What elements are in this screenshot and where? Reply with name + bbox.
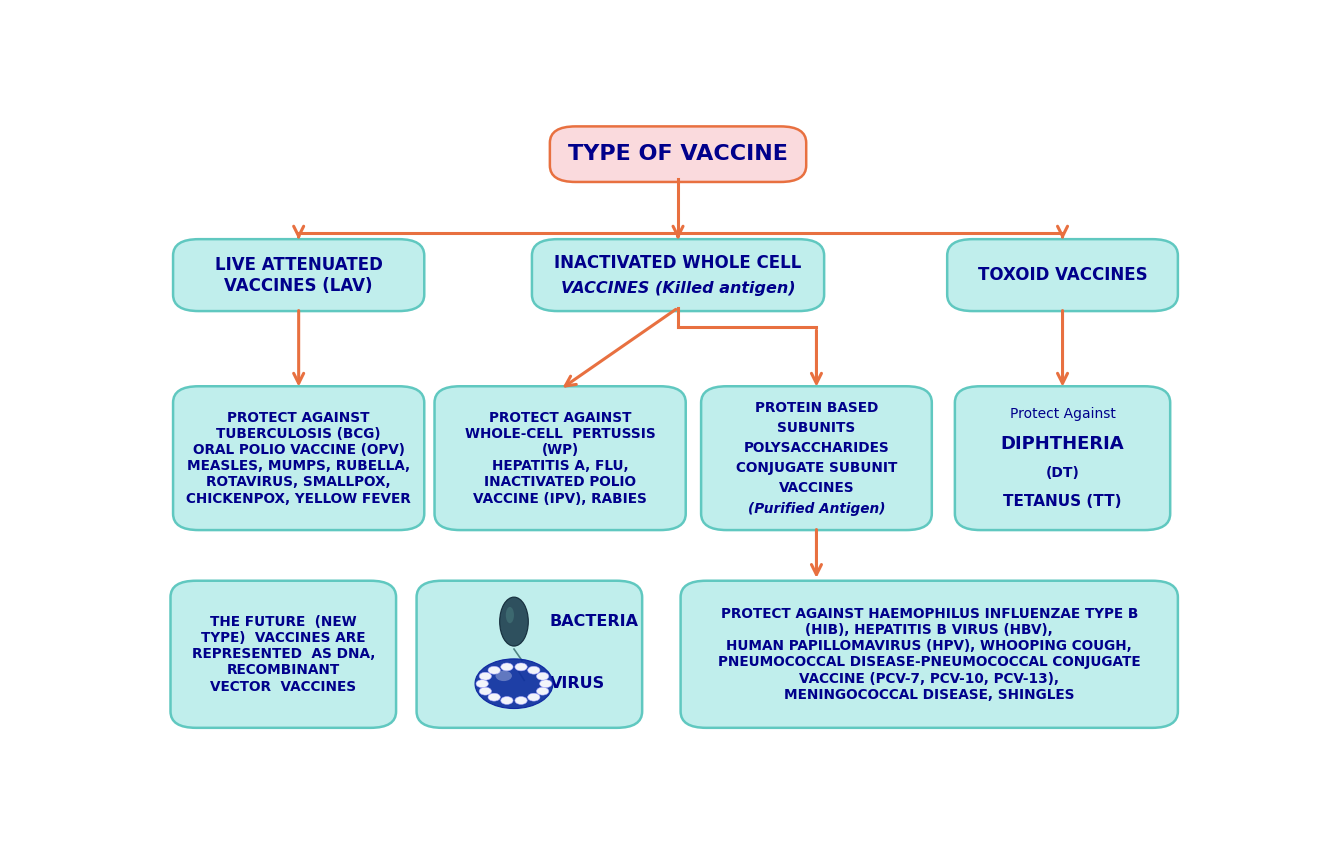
Text: POLYSACCHARIDES: POLYSACCHARIDES xyxy=(744,441,889,455)
Circle shape xyxy=(501,663,513,671)
Text: BACTERIA: BACTERIA xyxy=(550,614,639,629)
Text: PROTECT AGAINST
TUBERCULOSIS (BCG)
ORAL POLIO VACCINE (OPV)
MEASLES, MUMPS, RUBE: PROTECT AGAINST TUBERCULOSIS (BCG) ORAL … xyxy=(187,411,411,506)
Text: (DT): (DT) xyxy=(1045,466,1080,480)
Circle shape xyxy=(536,672,549,680)
Circle shape xyxy=(515,696,527,705)
Circle shape xyxy=(488,666,500,674)
Text: (Purified Antigen): (Purified Antigen) xyxy=(747,502,885,515)
Text: PROTECT AGAINST
WHOLE-CELL  PERTUSSIS
(WP)
HEPATITIS A, FLU,
INACTIVATED POLIO
V: PROTECT AGAINST WHOLE-CELL PERTUSSIS (WP… xyxy=(464,411,655,506)
Text: PROTECT AGAINST HAEMOPHILUS INFLUENZAE TYPE B
(HIB), HEPATITIS B VIRUS (HBV),
HU: PROTECT AGAINST HAEMOPHILUS INFLUENZAE T… xyxy=(718,607,1140,702)
FancyBboxPatch shape xyxy=(680,581,1177,728)
Circle shape xyxy=(479,687,492,695)
FancyBboxPatch shape xyxy=(173,239,425,311)
Text: THE FUTURE  (NEW
TYPE)  VACCINES ARE
REPRESENTED  AS DNA,
RECOMBINANT
VECTOR  VA: THE FUTURE (NEW TYPE) VACCINES ARE REPRE… xyxy=(192,615,374,694)
Text: CONJUGATE SUBUNIT: CONJUGATE SUBUNIT xyxy=(736,461,897,475)
Text: INACTIVATED WHOLE CELL: INACTIVATED WHOLE CELL xyxy=(554,255,802,273)
Text: VACCINES: VACCINES xyxy=(779,481,855,495)
Circle shape xyxy=(479,672,492,680)
Text: VACCINES (Killed antigen): VACCINES (Killed antigen) xyxy=(561,281,795,295)
Text: DIPHTHERIA: DIPHTHERIA xyxy=(1000,435,1125,453)
Ellipse shape xyxy=(505,607,513,623)
Circle shape xyxy=(540,680,552,688)
Text: TYPE OF VACCINE: TYPE OF VACCINE xyxy=(568,144,789,164)
Text: SUBUNITS: SUBUNITS xyxy=(778,421,856,435)
FancyBboxPatch shape xyxy=(532,239,824,311)
Text: VIRUS: VIRUS xyxy=(550,676,605,691)
Text: PROTEIN BASED: PROTEIN BASED xyxy=(754,401,878,415)
FancyBboxPatch shape xyxy=(417,581,642,728)
FancyBboxPatch shape xyxy=(701,386,931,530)
Circle shape xyxy=(536,687,549,695)
Circle shape xyxy=(496,671,512,681)
Circle shape xyxy=(488,694,500,701)
FancyBboxPatch shape xyxy=(173,386,425,530)
Text: LIVE ATTENUATED
VACCINES (LAV): LIVE ATTENUATED VACCINES (LAV) xyxy=(214,256,382,295)
Circle shape xyxy=(528,694,540,701)
FancyBboxPatch shape xyxy=(955,386,1170,530)
Circle shape xyxy=(476,680,488,688)
Circle shape xyxy=(528,666,540,674)
Text: TETANUS (TT): TETANUS (TT) xyxy=(1003,494,1122,509)
Circle shape xyxy=(501,696,513,705)
FancyBboxPatch shape xyxy=(171,581,396,728)
Circle shape xyxy=(475,659,553,709)
FancyBboxPatch shape xyxy=(434,386,685,530)
FancyBboxPatch shape xyxy=(550,127,806,182)
Circle shape xyxy=(515,663,527,671)
Text: TOXOID VACCINES: TOXOID VACCINES xyxy=(978,266,1147,284)
FancyBboxPatch shape xyxy=(947,239,1177,311)
Text: Protect Against: Protect Against xyxy=(1009,408,1115,421)
Ellipse shape xyxy=(500,597,528,646)
